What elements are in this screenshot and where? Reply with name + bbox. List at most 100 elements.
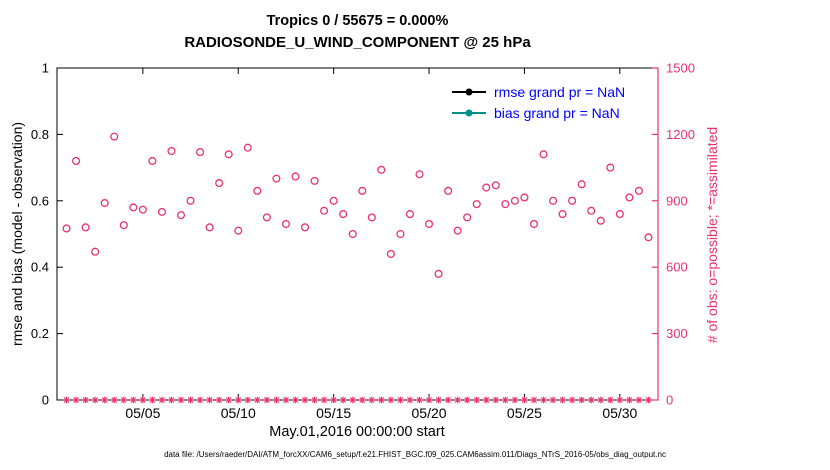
assimilated-obs-marker xyxy=(82,397,89,403)
assimilated-obs-marker xyxy=(387,397,394,403)
rmse-marker-dot xyxy=(465,88,473,95)
possible-obs-marker xyxy=(310,176,319,185)
assimilated-obs-marker xyxy=(273,397,280,403)
assimilated-obs-marker xyxy=(168,397,175,403)
possible-obs-marker xyxy=(568,196,577,205)
assimilated-obs-marker xyxy=(502,397,509,403)
assimilated-obs-marker xyxy=(130,397,137,403)
possible-obs-marker xyxy=(300,223,310,232)
left-tick-label: 0.8 xyxy=(31,127,49,142)
assimilated-obs-marker xyxy=(473,397,480,403)
possible-obs-marker xyxy=(100,198,109,208)
possible-obs-marker xyxy=(110,132,119,141)
assimilated-obs-marker xyxy=(416,397,423,403)
possible-obs-marker xyxy=(615,210,624,219)
assimilated-obs-marker xyxy=(139,397,146,403)
assimilated-obs-marker xyxy=(63,397,70,403)
possible-obs-marker xyxy=(405,210,415,219)
assimilated-obs-marker xyxy=(321,397,328,403)
possible-obs-marker xyxy=(482,183,491,192)
assimilated-obs-marker xyxy=(283,397,289,403)
left-tick-label: 0.2 xyxy=(31,326,49,341)
assimilated-obs-marker xyxy=(159,397,165,403)
possible-obs-marker xyxy=(157,207,166,216)
legend-item-bias: bias grand pr = NaN xyxy=(452,102,625,123)
left-tick-label: 0.4 xyxy=(31,260,49,275)
possible-obs-marker xyxy=(625,193,634,202)
possible-obs-marker xyxy=(358,186,367,195)
possible-obs-marker xyxy=(176,211,186,220)
possible-obs-marker xyxy=(243,143,252,152)
assimilated-obs-marker xyxy=(435,397,442,403)
right-tick-label: 0 xyxy=(666,393,673,408)
assimilated-obs-marker xyxy=(235,397,242,403)
assimilated-obs-marker xyxy=(368,397,375,403)
possible-obs-marker xyxy=(510,196,519,205)
possible-obs-marker xyxy=(262,213,271,222)
possible-obs-marker xyxy=(234,226,243,235)
assimilated-obs-marker xyxy=(340,397,347,403)
chart-title-line1: Tropics 0 / 55675 = 0.000% xyxy=(266,13,449,29)
possible-obs-marker xyxy=(215,179,224,188)
possible-obs-marker xyxy=(196,148,205,157)
possible-obs-marker xyxy=(644,233,653,242)
x-tick-label: 05/05 xyxy=(125,405,160,421)
possible-obs-marker xyxy=(129,203,138,212)
possible-obs-marker xyxy=(81,223,90,232)
x-tick-label: 05/20 xyxy=(412,405,447,421)
assimilated-obs-marker xyxy=(426,397,432,403)
legend-item-rmse: rmse grand pr = NaN xyxy=(452,81,625,102)
assimilated-obs-marker xyxy=(559,397,566,403)
possible-obs-marker xyxy=(444,186,453,195)
bias-line-sample xyxy=(452,109,486,116)
possible-obs-marker xyxy=(62,224,71,233)
possible-obs-marker xyxy=(148,156,157,166)
assimilated-obs-marker xyxy=(302,397,308,403)
assimilated-obs-marker xyxy=(330,397,337,403)
assimilated-obs-marker xyxy=(101,397,108,403)
left-tick-label: 0.6 xyxy=(31,193,49,208)
assimilated-obs-marker xyxy=(111,397,118,403)
assimilated-obs-marker xyxy=(531,397,537,403)
assimilated-obs-marker xyxy=(588,397,595,403)
assimilated-obs-marker xyxy=(397,397,404,403)
possible-obs-marker xyxy=(453,226,462,235)
chart-title-line2: RADIOSONDE_U_WIND_COMPONENT @ 25 hPa xyxy=(184,34,531,51)
assimilated-obs-marker xyxy=(378,397,385,403)
assimilated-obs-marker xyxy=(607,397,614,403)
assimilated-obs-marker xyxy=(92,397,99,403)
assimilated-obs-marker xyxy=(464,397,471,403)
assimilated-obs-marker xyxy=(73,397,80,403)
possible-obs-marker xyxy=(205,223,214,232)
assimilated-obs-marker xyxy=(244,397,251,403)
assimilated-obs-marker xyxy=(216,397,223,403)
assimilated-obs-marker xyxy=(597,397,604,403)
assimilated-obs-marker xyxy=(206,397,213,403)
legend-label-rmse: rmse grand pr = NaN xyxy=(494,83,626,100)
assimilated-obs-marker xyxy=(311,397,318,403)
possible-obs-marker xyxy=(634,186,643,195)
right-tick-label: 900 xyxy=(666,193,688,208)
possible-obs-marker xyxy=(520,193,529,202)
possible-obs-marker xyxy=(549,196,558,205)
possible-obs-marker xyxy=(291,172,300,181)
assimilated-obs-marker xyxy=(254,397,261,403)
assimilated-obs-marker xyxy=(483,397,490,403)
assimilated-obs-marker xyxy=(445,397,452,403)
legend: rmse grand pr = NaN bias grand pr = NaN xyxy=(452,81,625,123)
assimilated-obs-marker xyxy=(292,397,299,403)
legend-label-bias: bias grand pr = NaN xyxy=(494,104,620,121)
assimilated-obs-marker xyxy=(578,397,585,403)
rmse-line-sample xyxy=(452,88,486,95)
assimilated-obs-marker xyxy=(187,397,194,403)
possible-obs-marker xyxy=(281,219,291,229)
possible-obs-marker xyxy=(253,186,262,195)
assimilated-obs-marker xyxy=(635,397,642,403)
possible-obs-marker xyxy=(472,200,481,209)
right-tick-label: 1500 xyxy=(666,61,695,76)
assimilated-obs-marker xyxy=(149,397,156,403)
assimilated-obs-marker xyxy=(521,397,528,403)
x-axis-label: May.01,2016 00:00:00 start xyxy=(269,424,445,440)
assimilated-obs-marker xyxy=(349,397,356,403)
possible-obs-marker xyxy=(434,269,443,278)
